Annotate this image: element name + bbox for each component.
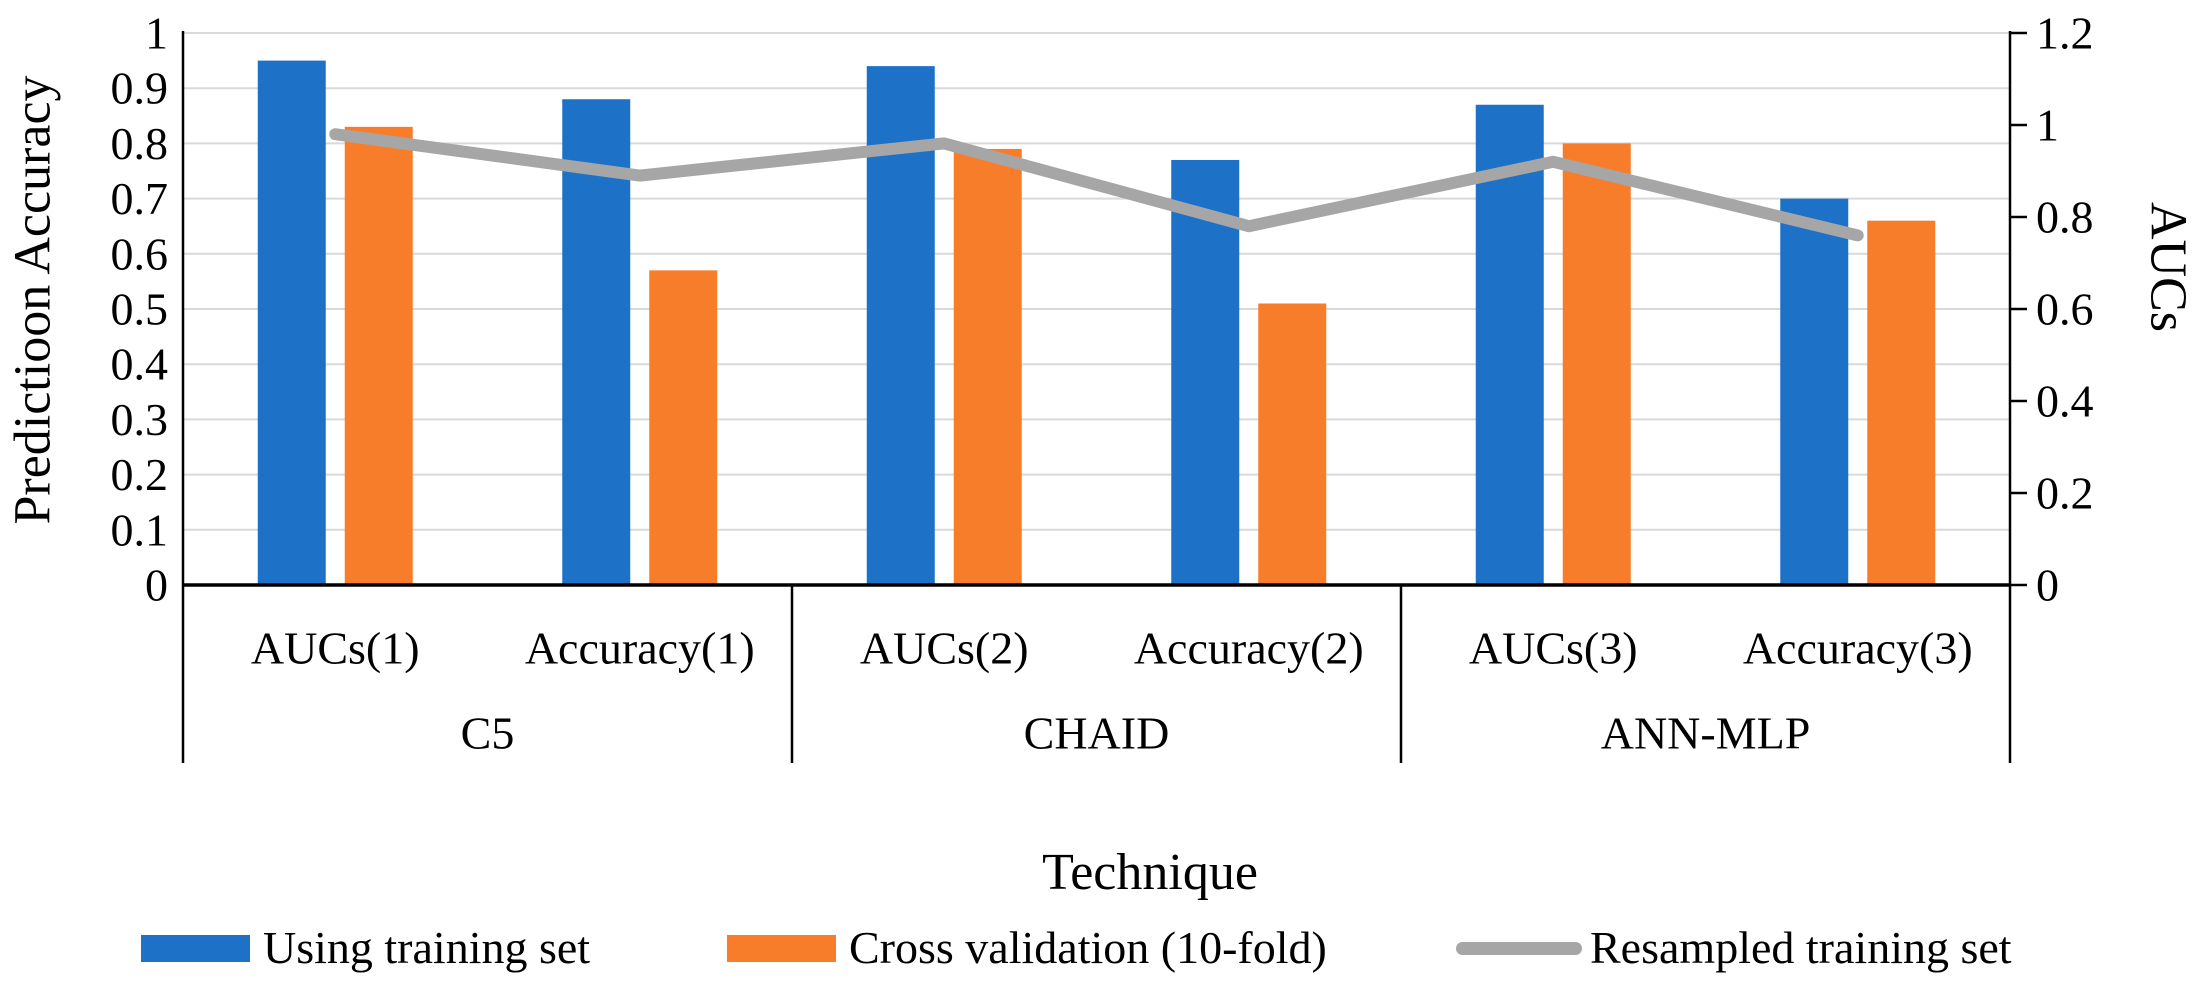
legend-item-using-training-set: Using training set [141,922,590,974]
category-label: Accuracy(2) [1134,623,1364,674]
left-axis-tick-label: 0.9 [111,63,169,114]
axis-labels-layer: 00.10.20.30.40.50.60.70.80.9100.20.40.60… [111,8,2094,759]
bar-using-training-set [1780,198,1849,585]
x-axis-title: Technique [1042,844,1258,901]
right-axis-title: AUCs [2139,201,2197,333]
right-axis-tick-label: 0.2 [2036,468,2094,519]
left-axis-tick-label: 0.4 [111,339,169,390]
category-label: Accuracy(3) [1743,623,1973,674]
bar-using-training-set [562,99,631,586]
left-axis-tick-label: 1 [145,8,168,59]
left-axis-tick-label: 0.1 [111,504,169,555]
category-group-label: CHAID [1024,708,1170,759]
legend-swatch-bar-orange [727,934,836,962]
bar-cross-validation [953,148,1022,586]
left-axis-tick-label: 0.8 [111,118,169,169]
axes-layer [181,31,2027,763]
bars-layer [257,60,1936,586]
left-axis-tick-label: 0.2 [111,449,169,500]
gridlines-layer [183,32,2010,531]
legend-swatch-bar-blue [141,934,250,962]
category-label: AUCs(1) [251,623,420,674]
right-axis-tick-label: 1.2 [2036,8,2094,59]
bar-cross-validation [1258,303,1327,585]
left-axis-tick-label: 0.6 [111,228,169,279]
line-series-layer [329,128,1864,242]
right-axis-tick-label: 0.4 [2036,376,2094,427]
right-axis-tick-label: 0.6 [2036,284,2094,335]
right-axis-tick-label: 1 [2036,100,2059,151]
left-axis-tick-label: 0 [145,560,168,611]
left-axis-tick-label: 0.7 [111,173,169,224]
category-label: AUCs(3) [1469,623,1638,674]
bar-using-training-set [1475,104,1544,585]
right-axis-tick-label: 0.8 [2036,192,2094,243]
bar-cross-validation [1562,143,1631,585]
bar-using-training-set [1171,159,1240,585]
line-resampled-training-set [329,128,1864,242]
right-axis-tick-label: 0 [2036,560,2059,611]
category-label: AUCs(2) [860,623,1029,674]
bar-cross-validation [344,126,413,585]
left-axis-tick-label: 0.3 [111,394,169,445]
left-axis-tick-label: 0.5 [111,284,169,335]
category-group-label: ANN-MLP [1601,708,1811,759]
legend-label: Cross validation (10-fold) [849,922,1327,973]
legend-label: Resampled training set [1590,922,2012,973]
legend-label: Using training set [263,922,591,973]
legend-item-resampled-training-set: Resampled training set [1456,922,2012,974]
left-axis-title: Predictioon Accuracy [4,75,62,525]
legend-item-cross-validation: Cross validation (10-fold) [727,922,1327,974]
category-group-label: C5 [461,708,515,759]
bar-using-training-set [257,60,326,586]
legend-swatch-line-gray [1456,941,1582,955]
bar-cross-validation [1867,220,1936,585]
category-label: Accuracy(1) [525,623,755,674]
bar-cross-validation [649,270,718,585]
